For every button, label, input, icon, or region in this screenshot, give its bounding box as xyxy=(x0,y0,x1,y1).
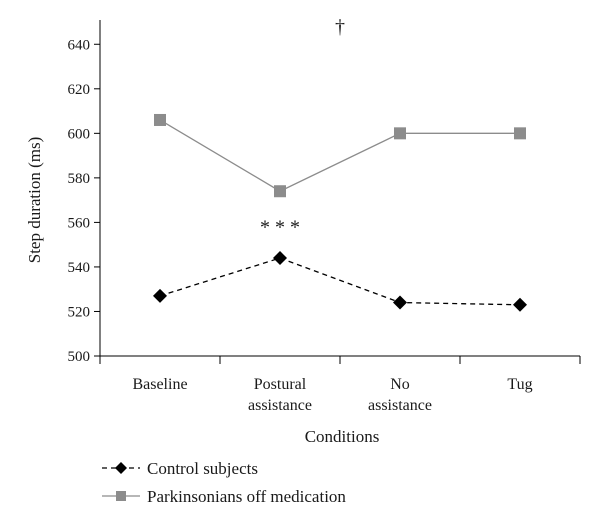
data-point-diamond xyxy=(153,288,167,303)
x-axis-title: Conditions xyxy=(305,427,380,446)
legend-swatch-diamond xyxy=(115,462,127,474)
legend-label: Control subjects xyxy=(147,459,258,478)
data-point-diamond xyxy=(393,295,407,310)
y-tick-label: 620 xyxy=(68,82,91,98)
y-tick-label: 640 xyxy=(68,37,91,53)
y-ticks: 500 520 540 560 580 600 620 640 xyxy=(68,37,100,365)
data-point-square xyxy=(274,185,286,198)
y-axis-title: Step duration (ms) xyxy=(25,137,44,264)
significance-annotation: † xyxy=(335,16,345,38)
x-categories: Baseline Postural assistance No assistance Tu… xyxy=(99,356,581,414)
legend: Control subjects Parkinsonians off medica… xyxy=(102,459,346,506)
series-markers xyxy=(153,113,527,312)
axes xyxy=(99,20,580,357)
legend-swatch-square xyxy=(116,491,126,501)
y-tick-label: 600 xyxy=(68,126,91,142)
legend-label: Parkinsonians off medication xyxy=(147,487,346,506)
data-point-diamond xyxy=(273,251,287,266)
series-lines xyxy=(159,119,521,306)
data-point-square xyxy=(514,127,526,140)
x-category-label: Tug xyxy=(507,376,532,393)
annotations: * * * † xyxy=(260,16,345,238)
x-category-label: Baseline xyxy=(132,376,187,393)
y-tick-label: 580 xyxy=(68,171,91,187)
data-point-square xyxy=(394,127,406,140)
x-category-label: Postural assistance xyxy=(248,376,312,414)
series-line-1 xyxy=(159,119,520,192)
y-tick-label: 500 xyxy=(68,349,91,365)
y-tick-label: 520 xyxy=(68,304,91,320)
x-category-label: No assistance xyxy=(368,376,432,414)
y-tick-label: 540 xyxy=(68,260,91,276)
series-line-0 xyxy=(159,257,521,306)
data-point-diamond xyxy=(513,297,527,312)
data-point-square xyxy=(154,113,166,126)
significance-annotation: * * * xyxy=(260,217,300,239)
y-tick-label: 560 xyxy=(68,215,91,231)
